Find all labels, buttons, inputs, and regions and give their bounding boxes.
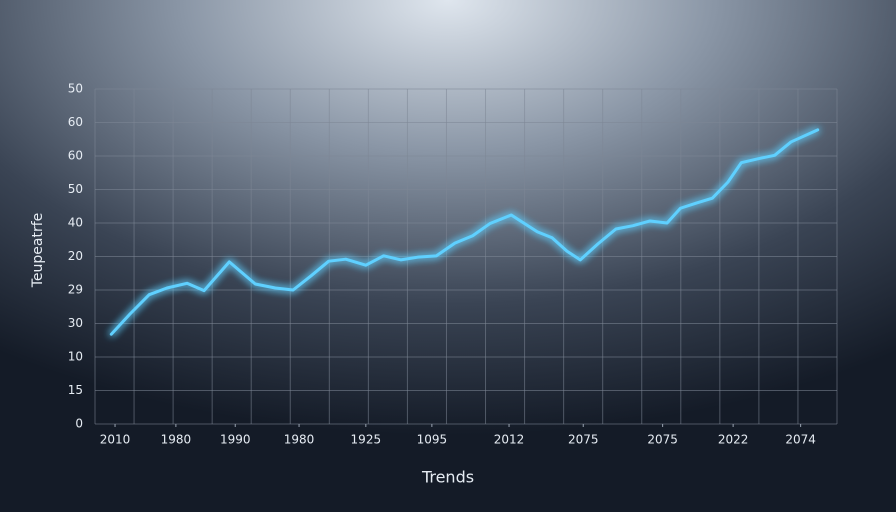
x-tick-label: 1990 — [220, 433, 251, 447]
x-tick-label: 2075 — [647, 433, 678, 447]
y-tick-label: 20 — [68, 249, 83, 263]
y-tick-label: 0 — [75, 417, 83, 431]
x-tick-label: 2022 — [718, 433, 749, 447]
data-line — [109, 128, 820, 336]
y-tick-label: 50 — [68, 182, 83, 196]
x-tick-label: 1095 — [417, 433, 448, 447]
x-tick-label: 1980 — [161, 433, 192, 447]
x-tick-label: 1980 — [284, 433, 315, 447]
y-tick-label: 60 — [68, 115, 83, 129]
y-tick-label: 50 — [68, 82, 83, 96]
x-tick-label: 1925 — [351, 433, 382, 447]
y-tick-label: 29 — [68, 283, 83, 297]
y-tick-label: 40 — [68, 216, 83, 230]
y-tick-label: 10 — [68, 350, 83, 364]
x-tick-label: 2074 — [785, 433, 816, 447]
y-tick-label: 60 — [68, 149, 83, 163]
x-tick-label: 2012 — [494, 433, 525, 447]
x-axis-label: Trends — [421, 468, 474, 487]
y-tick-label: 30 — [68, 316, 83, 330]
x-tick-label: 2075 — [568, 433, 599, 447]
y-axis-label: Teupeatrfe — [30, 213, 46, 289]
y-tick-label: 15 — [68, 383, 83, 397]
x-tick-label: 2010 — [100, 433, 131, 447]
